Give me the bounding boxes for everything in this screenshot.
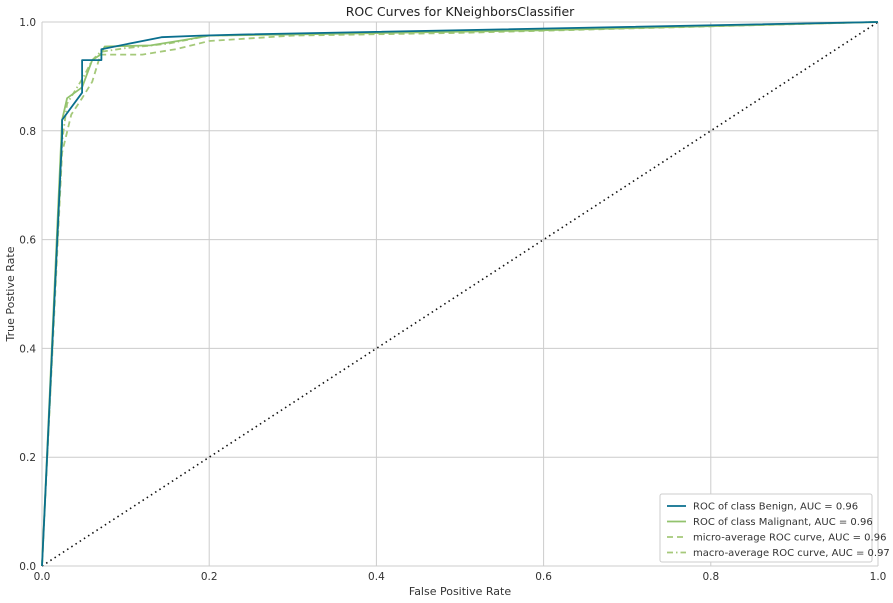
chart-title: ROC Curves for KNeighborsClassifier <box>346 4 575 19</box>
x-tick-label: 0.6 <box>535 571 552 583</box>
y-tick-label: 0.8 <box>19 126 36 138</box>
y-tick-label: 1.0 <box>19 17 36 29</box>
series-group <box>41 21 879 567</box>
legend-box <box>659 493 873 563</box>
x-tick-label: 0.2 <box>201 571 218 583</box>
y-tick-label: 0.0 <box>19 561 36 573</box>
series-line <box>41 21 879 567</box>
tick-labels: 0.0 0.2 0.4 0.6 0.8 1.0 0.0 0.2 0.4 0.6 0.8 1.0 <box>19 17 886 583</box>
legend: ROC of class Benign, AUC = 0.96 ROC of cl… <box>659 493 890 563</box>
x-tick-label: 0.8 <box>702 571 719 583</box>
series-line <box>41 21 879 567</box>
legend-label: ROC of class Malignant, AUC = 0.96 <box>693 517 873 528</box>
diagonal-line-group <box>41 21 879 567</box>
x-tick-label: 1.0 <box>870 571 887 583</box>
series-line <box>41 21 879 567</box>
diagonal-reference-line <box>41 21 879 567</box>
x-tick-label: 0.0 <box>34 571 51 583</box>
x-axis-label: False Positive Rate <box>409 585 511 598</box>
grid <box>41 21 879 567</box>
y-tick-label: 0.6 <box>19 235 36 247</box>
y-tick-label: 0.2 <box>19 452 36 464</box>
legend-label: micro-average ROC curve, AUC = 0.96 <box>693 533 886 544</box>
legend-label: ROC of class Benign, AUC = 0.96 <box>693 502 858 513</box>
legend-label: macro-average ROC curve, AUC = 0.97 <box>693 548 890 559</box>
y-axis-label: True Postive Rate <box>4 246 17 342</box>
y-tick-label: 0.4 <box>19 343 36 355</box>
x-tick-label: 0.4 <box>368 571 385 583</box>
